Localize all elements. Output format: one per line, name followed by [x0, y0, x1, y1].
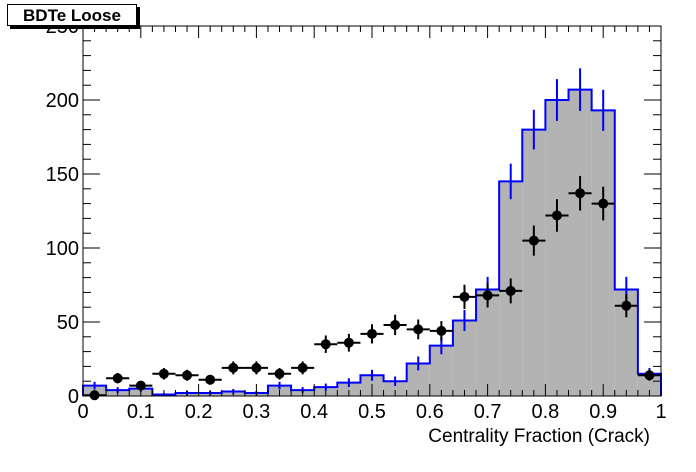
data-point-group-9	[291, 361, 315, 375]
data-point-5	[205, 374, 216, 385]
x-tick-label-7: 0.7	[474, 401, 502, 423]
y-tick-label-3: 150	[46, 164, 79, 186]
histogram-bar-11	[337, 382, 361, 396]
data-point-group-10	[314, 335, 338, 353]
x-tick-label-9: 0.9	[589, 401, 617, 423]
data-point-19	[528, 235, 539, 246]
data-point-9	[297, 362, 308, 373]
data-point-4	[182, 370, 193, 381]
data-point-group-19	[522, 225, 546, 256]
histogram-bar-20	[545, 100, 569, 396]
histogram-bar-19	[522, 129, 546, 396]
data-point-group-23	[614, 294, 638, 318]
data-point-18	[505, 285, 516, 296]
data-point-group-20	[545, 199, 569, 232]
histogram-bar-17	[476, 289, 500, 396]
x-tick-label-10: 1	[655, 401, 666, 423]
x-tick-label-8: 0.8	[531, 401, 559, 423]
data-point-group-12	[360, 324, 384, 344]
histogram-bar-24	[637, 373, 661, 396]
data-point-1	[112, 373, 123, 384]
data-point-12	[367, 328, 377, 339]
data-points-layer	[83, 175, 661, 401]
data-point-group-14	[406, 319, 430, 340]
data-point-14	[413, 324, 424, 335]
data-point-group-5	[198, 374, 222, 385]
data-point-group-15	[429, 321, 453, 341]
data-point-3	[158, 368, 169, 379]
data-point-group-24	[637, 369, 661, 381]
data-point-22	[598, 198, 609, 209]
data-point-8	[274, 368, 285, 379]
data-point-group-17	[476, 283, 500, 308]
chart-title: BDTe Loose	[7, 4, 137, 26]
data-point-20	[551, 210, 562, 221]
x-tick-label-3: 0.3	[242, 401, 270, 423]
data-point-10	[320, 339, 331, 350]
data-point-group-13	[383, 314, 407, 336]
data-point-group-1	[106, 373, 130, 384]
x-tick-label-1: 0.1	[127, 401, 155, 423]
x-tick-label-6: 0.6	[416, 401, 444, 423]
histogram-bar-14	[406, 363, 430, 396]
data-point-group-6	[221, 361, 245, 375]
data-point-group-8	[267, 368, 292, 380]
data-point-group-16	[452, 284, 477, 309]
x-tick-label-2: 0.2	[185, 401, 213, 423]
data-point-group-22	[591, 186, 615, 221]
data-point-23	[621, 300, 632, 311]
y-tick-label-1: 50	[57, 312, 79, 334]
data-point-11	[343, 337, 354, 348]
data-point-group-3	[152, 368, 176, 380]
histogram-bar-23	[614, 289, 638, 396]
x-axis-title: Centrality Fraction (Crack)	[428, 426, 650, 447]
y-tick-label-2: 100	[46, 238, 79, 260]
histogram-bar-22	[591, 110, 615, 397]
histogram-bar-21	[568, 89, 592, 396]
data-point-16	[459, 291, 470, 302]
x-tick-label-0: 0	[77, 401, 88, 423]
data-point-13	[390, 319, 401, 330]
data-point-15	[436, 325, 447, 336]
histogram-bar-15	[429, 345, 453, 396]
histogram-bar-16	[452, 320, 477, 396]
histogram-bar-13	[383, 381, 407, 396]
data-point-6	[228, 362, 239, 373]
x-tick-label-4: 0.4	[300, 401, 328, 423]
data-point-group-21	[568, 175, 592, 211]
y-tick-label-0: 0	[68, 386, 79, 408]
x-tick-label-5: 0.5	[358, 401, 386, 423]
data-point-21	[575, 188, 586, 199]
data-point-group-7	[244, 361, 268, 375]
data-point-17	[482, 290, 493, 301]
data-point-group-4	[175, 369, 199, 381]
data-point-7	[251, 362, 262, 373]
axes: 0 0.1 0.2 0.3 0.4 0.5 0.6 0.7 0.8 0.9 1 0 50 100 150 20…	[46, 16, 667, 423]
data-point-group-18	[499, 278, 523, 304]
histogram-layer	[82, 68, 662, 397]
data-point-24	[644, 370, 655, 381]
data-point-group-11	[337, 333, 361, 352]
y-tick-label-4: 200	[46, 90, 79, 112]
